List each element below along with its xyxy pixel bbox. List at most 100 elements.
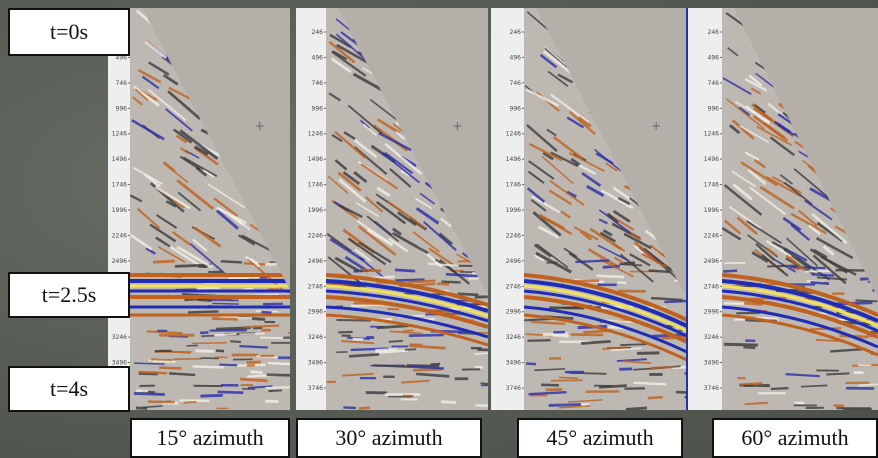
depth-tick-label: 1246 — [704, 131, 719, 138]
trace-stripe — [457, 292, 479, 297]
trace-stripe — [389, 330, 423, 335]
trace-stripe — [613, 256, 625, 265]
trace-stripe — [342, 372, 374, 377]
trace-stripe — [602, 346, 628, 350]
trace-stripe — [329, 237, 365, 262]
depth-tick-label: 2746 — [506, 283, 521, 290]
trace-stripe — [771, 241, 787, 251]
trace-stripe — [636, 351, 660, 355]
trace-stripe — [347, 237, 387, 266]
trace-stripe — [830, 348, 863, 353]
trace-stripe — [581, 403, 590, 406]
depth-tick-label: 2246 — [506, 232, 521, 239]
trace-stripe — [545, 387, 563, 392]
trace-stripe — [808, 224, 821, 236]
trace-stripe — [620, 343, 647, 346]
trace-stripe — [177, 191, 202, 212]
trace-stripe — [723, 269, 738, 273]
trace-stripe — [328, 92, 342, 102]
trace-stripe — [527, 170, 545, 184]
depth-tick-label: 2496 — [308, 258, 323, 265]
trace-stripe — [789, 266, 826, 270]
trace-stripe — [739, 125, 769, 143]
depth-tick-label: 2246 — [704, 232, 719, 239]
trace-stripe — [176, 245, 213, 269]
trace-stripe — [391, 227, 402, 236]
trace-stripe — [731, 119, 755, 140]
depth-tick-label: 996 — [116, 105, 128, 112]
trace-stripe — [247, 385, 273, 389]
trace-stripe — [334, 130, 367, 159]
trace-stripe — [265, 386, 290, 390]
trace-stripe — [763, 121, 786, 139]
trace-stripe — [552, 333, 569, 338]
trace-stripe — [349, 353, 380, 358]
trace-stripe — [587, 248, 619, 268]
trace-stripe — [647, 395, 663, 400]
trace-stripe — [166, 243, 203, 269]
azimuth-label: 60° azimuth — [712, 418, 878, 458]
trace-stripe — [530, 320, 566, 326]
depth-tick-label: 3496 — [704, 360, 719, 367]
trace-stripe — [250, 370, 263, 375]
trace-stripe — [331, 50, 367, 77]
trace-stripe — [727, 46, 739, 57]
trace-stripe — [136, 389, 149, 393]
trace-stripe — [131, 119, 165, 141]
depth-tick-label: 3246 — [308, 334, 323, 341]
trace-stripe — [171, 231, 191, 246]
trace-stripe — [147, 89, 187, 122]
trace-stripe — [526, 187, 546, 203]
depth-tick-label: 1746 — [704, 182, 719, 189]
trace-stripe — [436, 282, 450, 286]
trace-stripe — [347, 104, 383, 135]
trace-stripe — [355, 202, 380, 218]
depth-tick-label: 1246 — [506, 131, 521, 138]
trace-stripe — [343, 131, 356, 140]
trace-stripe — [650, 365, 673, 370]
trace-stripe — [326, 233, 352, 252]
trace-stripe — [246, 360, 261, 365]
trace-stripe — [538, 225, 560, 239]
depth-tick-label: 2496 — [704, 258, 719, 265]
trace-stripe — [573, 226, 599, 241]
trace-stripe — [605, 162, 618, 172]
depth-tick-label: 746 — [312, 80, 324, 87]
trace-stripe — [539, 53, 558, 69]
trace-stripe — [353, 170, 368, 184]
trace-stripe — [339, 204, 363, 218]
trace-stripe — [599, 231, 617, 243]
trace-stripe — [649, 244, 668, 259]
trace-stripe — [135, 406, 148, 410]
crosshair: + — [651, 119, 661, 133]
depth-tick-label: 1496 — [308, 156, 323, 163]
trace-stripe — [353, 146, 388, 176]
trace-stripe — [200, 393, 223, 398]
trace-stripe — [384, 151, 414, 175]
depth-tick-label: 2496 — [112, 258, 127, 265]
depth-tick-label: 1996 — [506, 207, 521, 214]
trace-stripe — [415, 207, 440, 225]
trace-stripe — [602, 229, 613, 237]
depth-tick-label: 3496 — [112, 360, 127, 367]
trace-stripe — [633, 241, 660, 265]
time-label: t=0s — [8, 8, 130, 56]
depth-tick-label: 1746 — [308, 182, 323, 189]
trace-stripe — [664, 299, 687, 304]
crosshair: + — [452, 119, 462, 133]
trace-stripe — [533, 254, 545, 262]
trace-stripe — [130, 194, 143, 203]
trace-stripe — [785, 373, 820, 378]
trace-stripe — [754, 316, 779, 320]
trace-stripe — [132, 85, 160, 107]
trace-stripe — [428, 262, 459, 267]
trace-stripe — [800, 384, 828, 388]
depth-tick-label: 1746 — [112, 182, 127, 189]
trace-stripe — [336, 318, 372, 322]
trace-stripe — [412, 231, 440, 253]
trace-stripe — [560, 210, 571, 219]
time-label: t=2.5s — [8, 272, 130, 318]
trace-stripe — [192, 238, 208, 252]
